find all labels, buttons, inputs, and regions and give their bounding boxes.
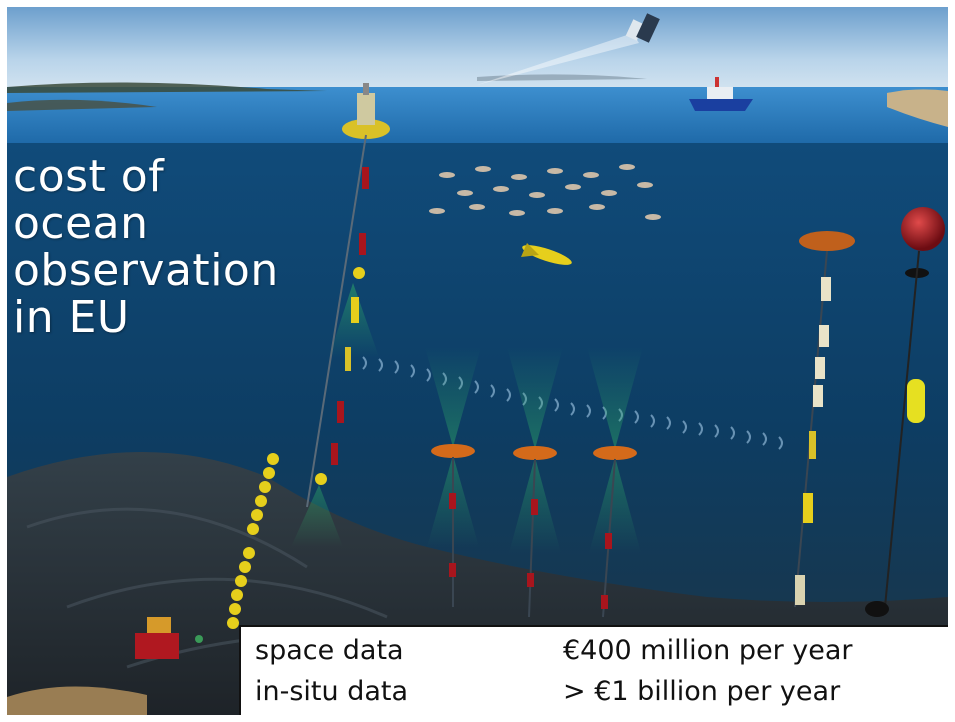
title-line: in EU (13, 292, 130, 343)
cost-value: > €1 billion per year (563, 676, 841, 707)
sky (7, 7, 948, 95)
ocean-observation-scene (7, 7, 948, 715)
sensor-tripod-3 (587, 347, 643, 618)
cost-label: in-situ data (255, 676, 409, 707)
title-line: observation (13, 245, 279, 296)
red-buoy-icon (865, 207, 945, 617)
coastline-left (7, 82, 327, 93)
underwater-glider-icon (521, 243, 572, 265)
illustration-frame: cost of ocean observation in EU space da… (7, 7, 948, 715)
fish-school (429, 164, 661, 220)
cost-row-space-data: space data €400 million per year (241, 631, 948, 671)
satellite-icon (625, 13, 660, 43)
cost-label: space data (255, 635, 404, 666)
benthic-lander-icon (135, 617, 203, 659)
sensor-tripod-2 (507, 347, 563, 618)
page-title: cost of ocean observation in EU (13, 153, 279, 341)
title-line: cost of (13, 151, 165, 202)
mooring-line-right (794, 231, 855, 608)
title-line: ocean (13, 198, 149, 249)
surface-buoy-icon (342, 83, 390, 139)
cost-row-in-situ-data: in-situ data > €1 billion per year (241, 672, 948, 712)
cost-table: space data €400 million per year in-situ… (239, 625, 948, 715)
sensor-tripod-1 (425, 347, 481, 607)
mooring-line-left (291, 134, 379, 547)
sea-surface (7, 87, 948, 143)
coastline-right (887, 89, 948, 127)
research-ship-icon (689, 77, 753, 111)
cost-value: €400 million per year (563, 635, 853, 666)
satellite-beam (477, 33, 639, 85)
float-chain (227, 453, 279, 629)
